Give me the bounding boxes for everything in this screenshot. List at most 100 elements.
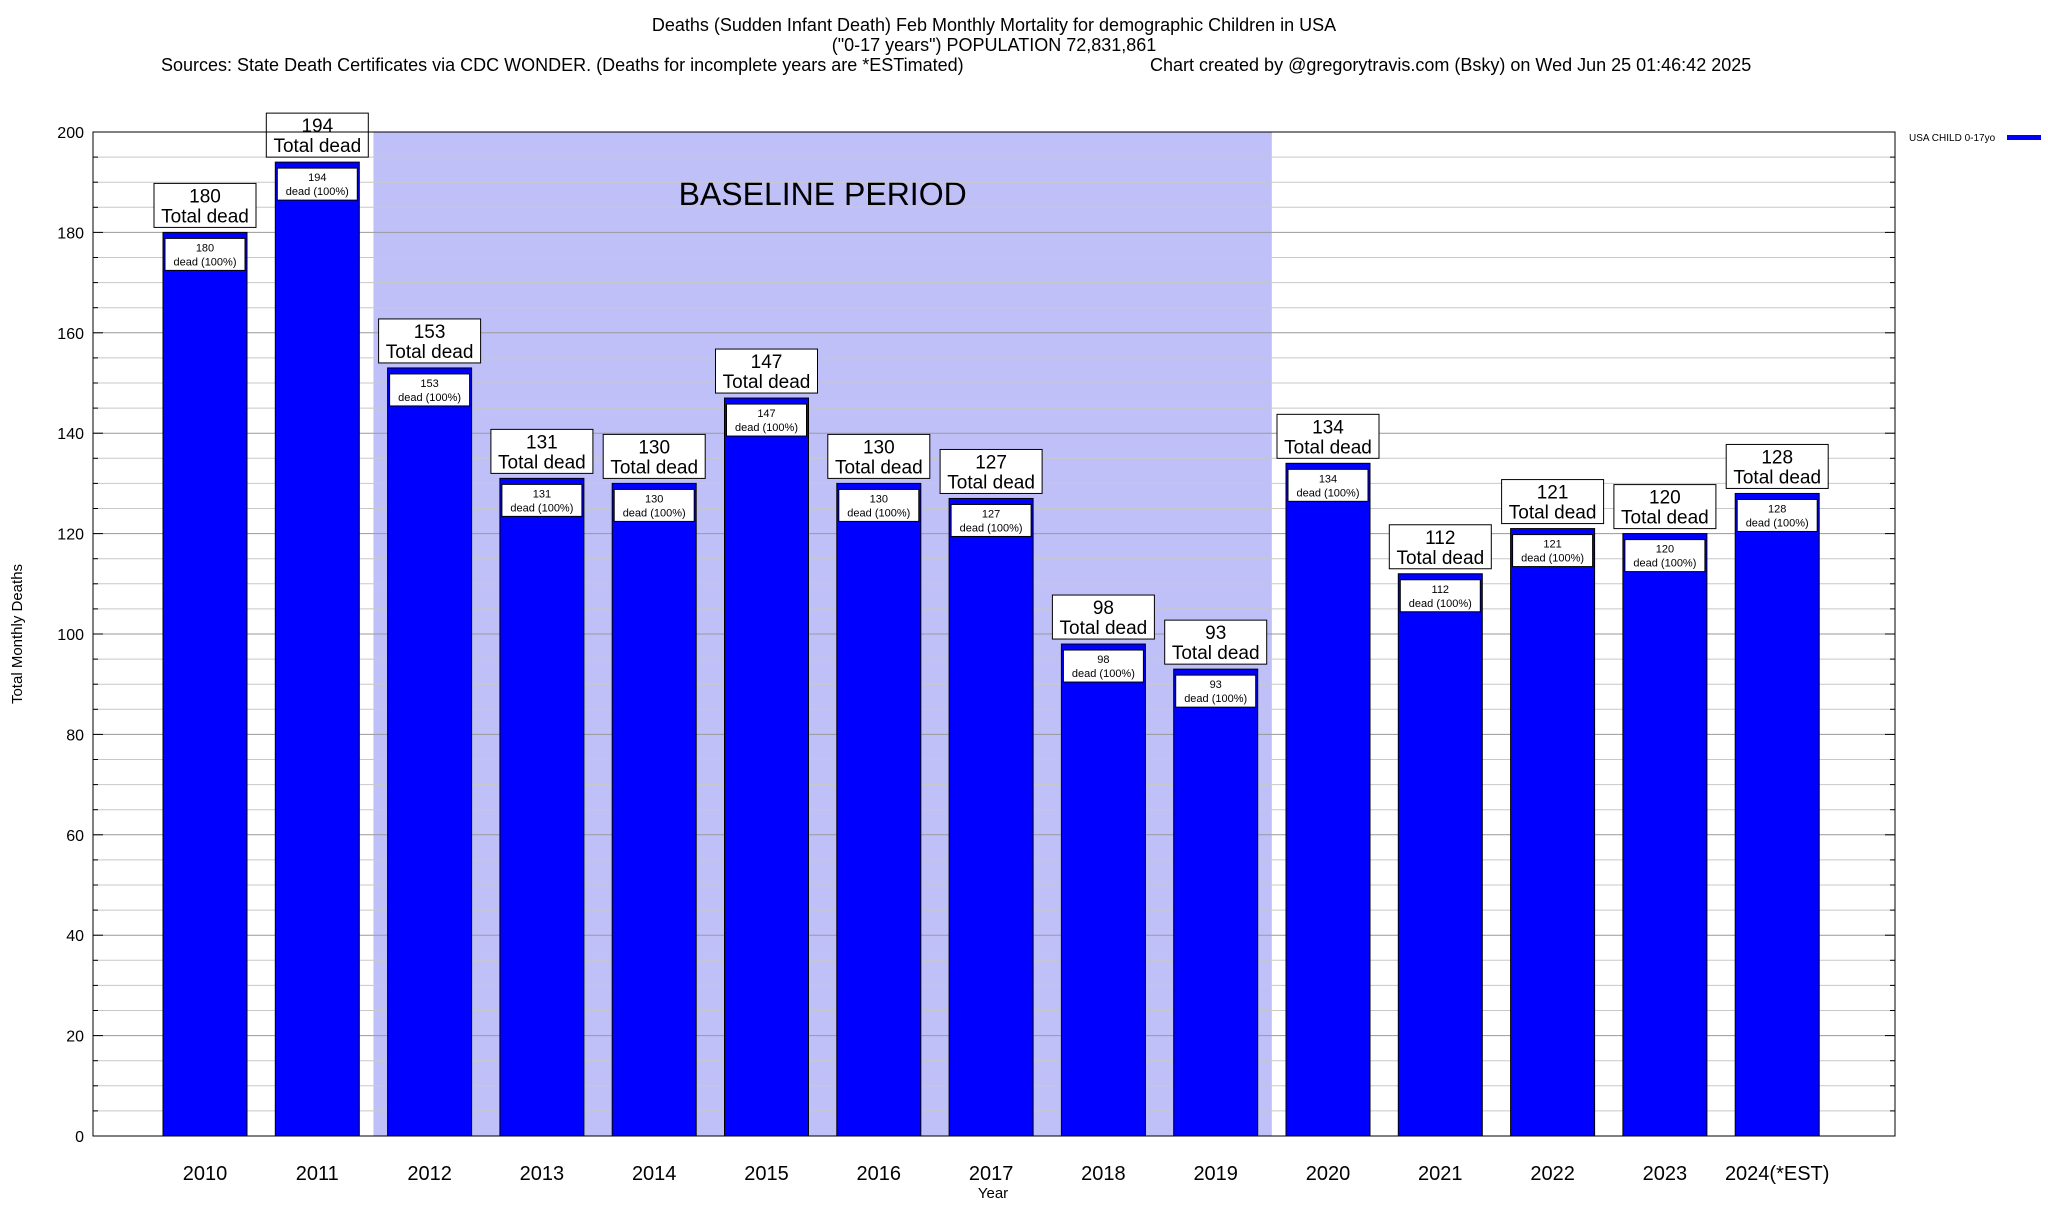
axes: 0 20 40 60 80 100 120 140 160 180 200 2010 2011 2012 2…	[57, 125, 1895, 1185]
inner-label-box	[389, 373, 471, 407]
bar	[1510, 528, 1596, 1137]
total-dead-label: Total dead	[273, 136, 361, 157]
bar	[1173, 668, 1259, 1137]
bar	[499, 477, 585, 1137]
inner-percent-label: dead (100%)	[1521, 553, 1584, 565]
bar	[1060, 643, 1146, 1137]
inner-value-label: 153	[420, 378, 438, 390]
total-value-label: 128	[1761, 447, 1793, 468]
bar	[162, 231, 248, 1137]
y-tick-label: 60	[66, 828, 84, 845]
inner-value-label: 128	[1768, 503, 1786, 515]
total-dead-label: Total dead	[1060, 618, 1148, 639]
total-value-label: 130	[638, 437, 670, 458]
chart-title-line-2: ("0-17 years") POPULATION 72,831,861	[832, 35, 1157, 55]
inner-label-box	[164, 237, 246, 271]
x-tick-label: 2022	[1530, 1163, 1575, 1185]
inner-value-label: 98	[1097, 654, 1109, 666]
bar	[387, 367, 473, 1137]
total-label-box	[602, 433, 706, 479]
inner-percent-label: dead (100%)	[398, 392, 461, 404]
y-tick-label: 140	[57, 426, 84, 443]
inner-percent-label: dead (100%)	[510, 502, 573, 514]
bar	[1622, 533, 1708, 1137]
total-label-box	[1388, 524, 1492, 570]
total-dead-label: Total dead	[835, 457, 923, 478]
inner-percent-label: dead (100%)	[1297, 487, 1360, 499]
total-dead-label: Total dead	[498, 452, 586, 473]
title-block: Deaths (Sudden Infant Death) Feb Monthly…	[161, 15, 1751, 75]
inner-value-label: 127	[982, 508, 1000, 520]
total-dead-label: Total dead	[1172, 643, 1260, 664]
legend-swatch	[2007, 135, 2041, 140]
total-label-box	[490, 428, 594, 474]
inner-percent-label: dead (100%)	[286, 186, 349, 198]
inner-label-box	[1062, 649, 1144, 683]
total-label-box	[1501, 479, 1605, 525]
x-tick-label: 2018	[1081, 1163, 1126, 1185]
y-tick-label: 160	[57, 326, 84, 343]
inner-label-box	[501, 483, 583, 517]
inner-value-label: 120	[1656, 544, 1674, 556]
x-tick-label: 2010	[183, 1163, 228, 1185]
total-label-box	[1276, 413, 1380, 459]
total-value-label: 130	[863, 437, 895, 458]
x-tick-label: 2013	[520, 1163, 565, 1185]
x-tick-label: 2015	[744, 1163, 789, 1185]
x-tick-label: 2012	[407, 1163, 452, 1185]
chart-sources: Sources: State Death Certificates via CD…	[161, 55, 964, 75]
inner-value-label: 194	[308, 172, 326, 184]
inner-percent-label: dead (100%)	[1746, 517, 1809, 529]
inner-percent-label: dead (100%)	[1409, 598, 1472, 610]
inner-value-label: 131	[533, 488, 551, 500]
bar	[948, 497, 1034, 1137]
inner-label-box	[1736, 498, 1818, 532]
bar	[1397, 573, 1483, 1137]
inner-value-label: 180	[196, 242, 214, 254]
y-tick-label: 200	[57, 125, 84, 142]
y-tick-label: 0	[75, 1129, 84, 1146]
inner-label-box	[950, 503, 1032, 537]
x-tick-label: 2011	[296, 1163, 339, 1185]
total-value-label: 120	[1649, 488, 1681, 509]
total-label-box	[827, 433, 931, 479]
total-dead-label: Total dead	[610, 457, 698, 478]
total-dead-label: Total dead	[386, 342, 474, 363]
x-axis-label: Year	[978, 1185, 1008, 1200]
total-value-label: 131	[526, 432, 558, 453]
inner-label-box	[1512, 534, 1594, 568]
bar	[724, 397, 809, 1137]
inner-percent-label: dead (100%)	[847, 507, 910, 519]
inner-value-label: 121	[1543, 539, 1561, 551]
total-value-label: 112	[1425, 528, 1455, 549]
x-tick-label: 2017	[969, 1163, 1014, 1185]
total-dead-label: Total dead	[723, 372, 811, 393]
total-label-box	[1051, 594, 1155, 640]
y-tick-label: 20	[66, 1029, 84, 1046]
inner-percent-label: dead (100%)	[1184, 693, 1247, 705]
total-dead-label: Total dead	[947, 472, 1035, 493]
total-value-label: 127	[975, 452, 1007, 473]
x-tick-label: 2020	[1306, 1163, 1351, 1185]
total-label-box	[378, 318, 482, 364]
total-label-box	[1725, 443, 1829, 489]
x-tick-label: 2019	[1193, 1163, 1238, 1185]
bar	[611, 482, 697, 1137]
inner-value-label: 147	[757, 408, 775, 420]
inner-percent-label: dead (100%)	[960, 522, 1023, 534]
total-value-label: 93	[1205, 623, 1226, 644]
inner-value-label: 112	[1432, 584, 1450, 596]
bar	[836, 482, 922, 1137]
inner-value-label: 130	[645, 493, 663, 505]
y-tick-label: 180	[57, 225, 84, 242]
total-value-label: 180	[189, 186, 221, 207]
y-tick-label: 100	[57, 627, 84, 644]
